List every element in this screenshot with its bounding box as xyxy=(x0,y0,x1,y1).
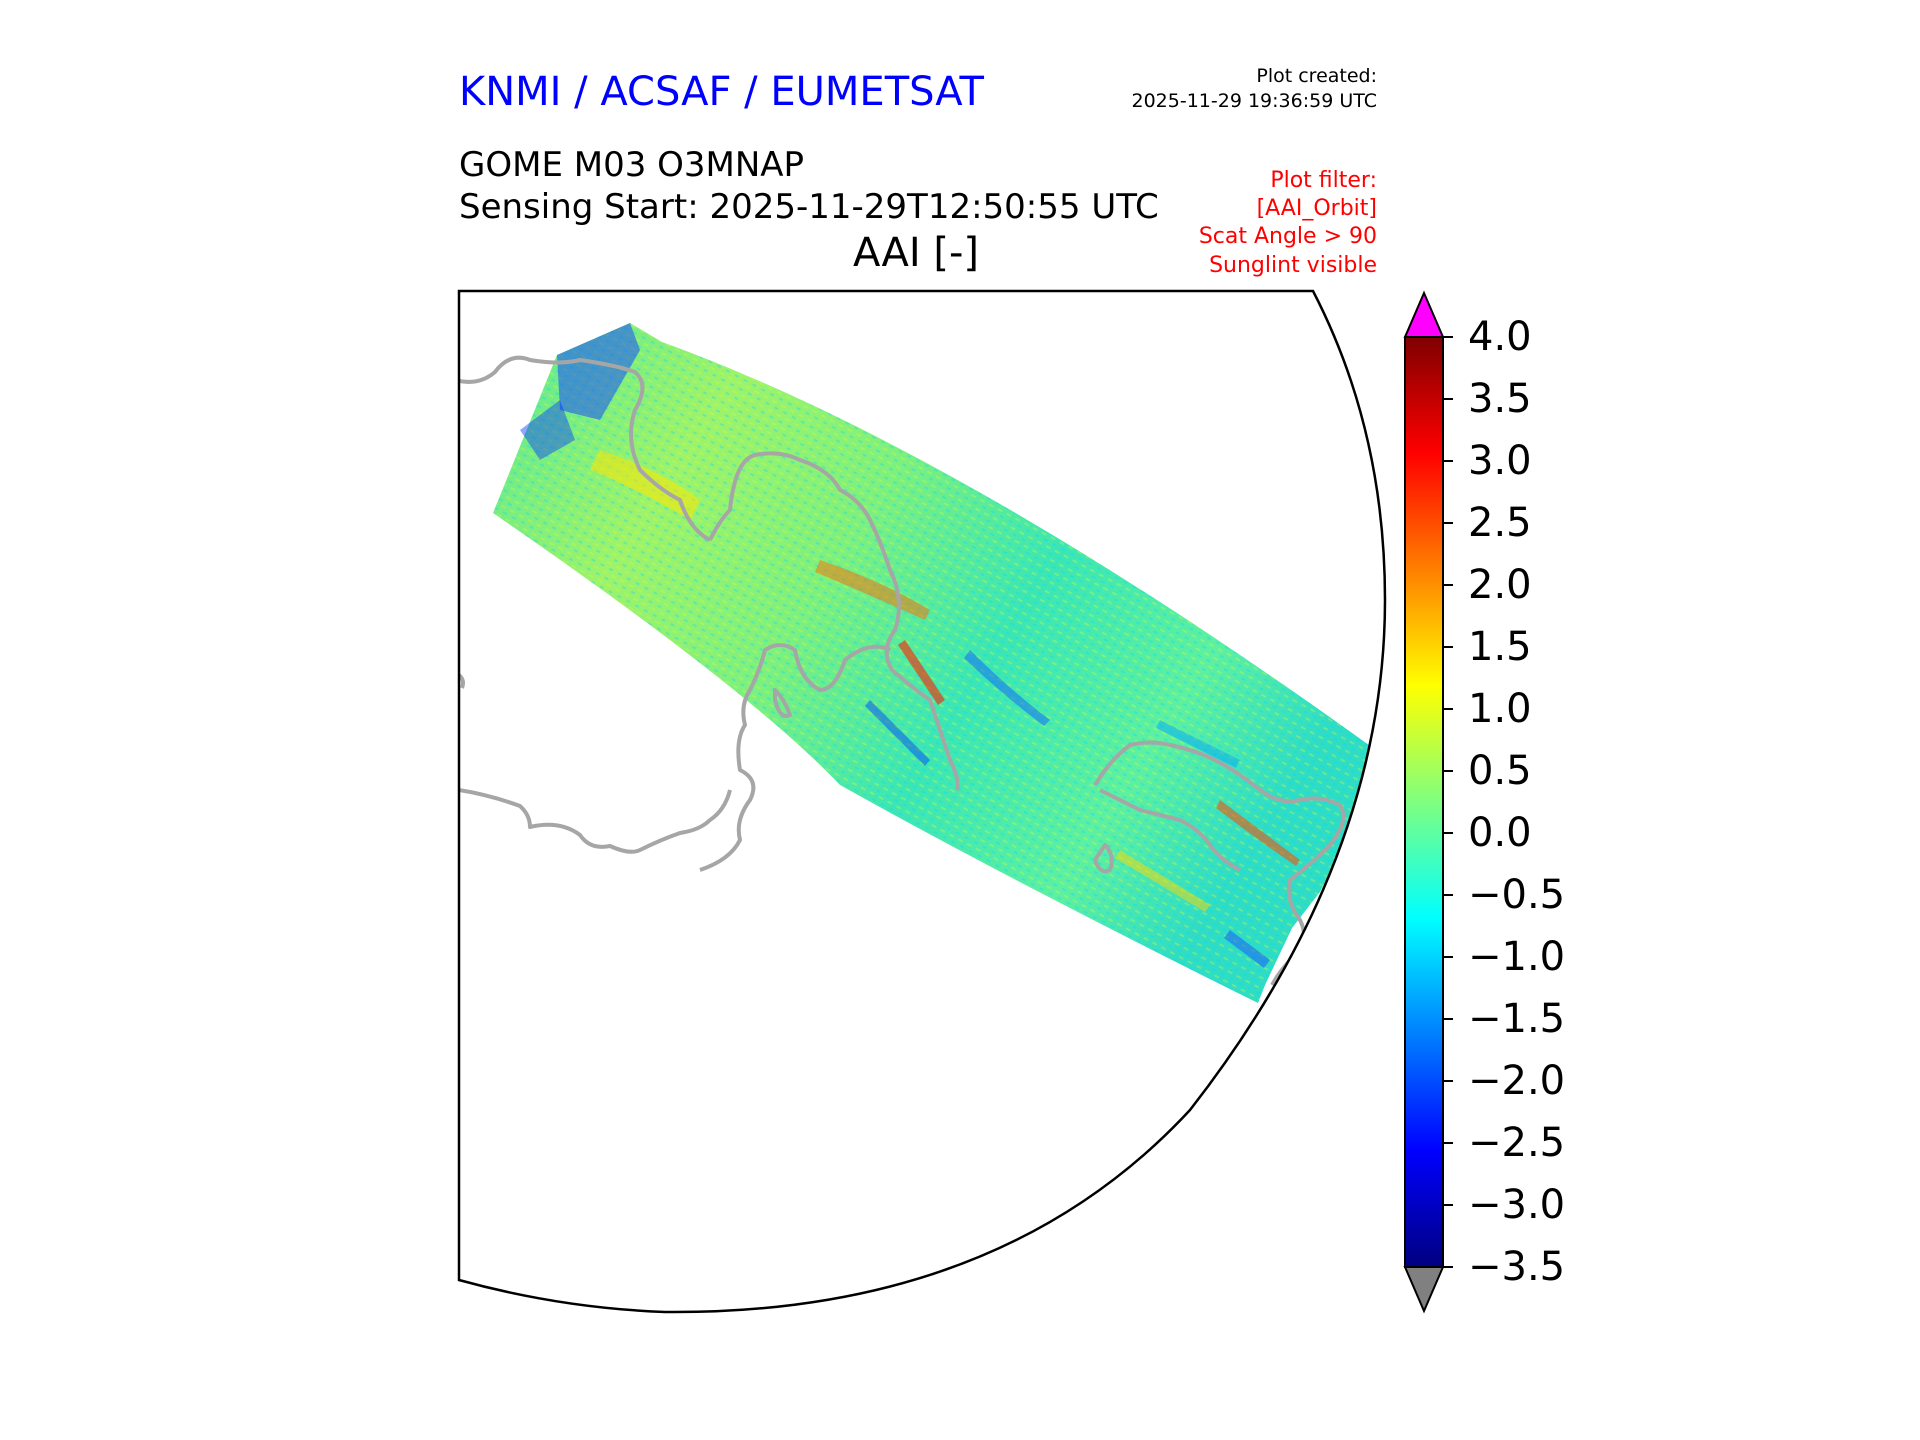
colorbar-tick-label: −1.0 xyxy=(1468,934,1566,980)
org-title: KNMI / ACSAF / EUMETSAT xyxy=(459,69,984,115)
coastline-segment xyxy=(1093,843,1114,874)
coastlines xyxy=(459,355,1346,986)
colorbar-tick-label: −0.5 xyxy=(1468,872,1566,918)
plot-filter-item: [AAI_Orbit] xyxy=(1256,196,1377,221)
colorbar-over-extension xyxy=(1403,290,1445,338)
plot-filter-item: Scat Angle > 90 xyxy=(1198,224,1377,249)
coastline-segment xyxy=(1099,788,1241,872)
colorbar-tick-label: −2.0 xyxy=(1468,1058,1566,1104)
colorbar-tick-label: 1.5 xyxy=(1468,624,1532,670)
colorbar-tick-label: 3.5 xyxy=(1468,376,1532,422)
plot-filter-heading: Plot filter: xyxy=(1270,168,1377,193)
plot-created-timestamp: 2025-11-29 19:36:59 UTC xyxy=(1131,90,1378,112)
coastline-segment xyxy=(773,688,792,718)
colorbar-tick-label: 1.0 xyxy=(1468,686,1532,732)
colorbar-tick-label: 4.0 xyxy=(1468,314,1532,360)
coastline-segment xyxy=(708,451,960,791)
coastline-segment xyxy=(459,355,711,542)
colorbar-tick-label: 2.5 xyxy=(1468,500,1532,546)
variable-title: AAI [-] xyxy=(853,230,979,276)
colorbar-tick-label: 0.5 xyxy=(1468,748,1532,794)
map-boundary xyxy=(457,289,1387,1314)
colorbar-under-extension xyxy=(1403,1266,1445,1314)
coastline-segment xyxy=(699,643,891,872)
colorbar-ticks xyxy=(1443,336,1453,1268)
coastline-segment xyxy=(459,788,732,854)
colorbar-gradient xyxy=(1404,336,1444,1268)
plot-created-label: Plot created: xyxy=(1256,65,1377,87)
map-area xyxy=(459,323,1373,1003)
aai-swath xyxy=(493,323,1373,1003)
colorbar-tick-label: 2.0 xyxy=(1468,562,1532,608)
colorbar-tick-label: −1.5 xyxy=(1468,996,1566,1042)
plot-filter-item: Sunglint visible xyxy=(1209,253,1377,278)
colorbar-tick-label: −3.5 xyxy=(1468,1244,1566,1290)
sensing-start: Sensing Start: 2025-11-29T12:50:55 UTC xyxy=(459,187,1159,227)
coastline-segment xyxy=(1093,740,1346,986)
product-title: GOME M03 O3MNAP xyxy=(459,145,805,185)
colorbar-tick-label: −3.0 xyxy=(1468,1182,1566,1228)
colorbar xyxy=(1403,290,1453,1314)
colorbar-tick-label: −2.5 xyxy=(1468,1120,1566,1166)
colorbar-tick-label: 0.0 xyxy=(1468,810,1532,856)
colorbar-tick-label: 3.0 xyxy=(1468,438,1532,484)
